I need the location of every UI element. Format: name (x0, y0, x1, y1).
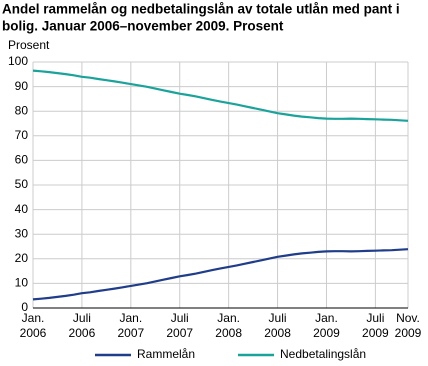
y-tick-label: 90 (15, 79, 29, 93)
x-tick-label: Jan. 2009 (313, 311, 340, 340)
x-tick-label: Juli 2006 (69, 311, 96, 340)
x-tick-label: Jan. 2006 (20, 311, 47, 340)
series-line (32, 248, 409, 301)
y-tick-label: 60 (15, 153, 29, 167)
y-tick-label: 0 (21, 300, 28, 314)
y-tick-label: 80 (15, 103, 29, 117)
y-tick-label: 50 (15, 177, 29, 191)
x-tick-label: Jan. 2008 (215, 311, 242, 340)
x-tick-label: Juli 2008 (264, 311, 291, 340)
y-tick-label: 20 (15, 251, 29, 265)
x-tick-label: Nov. 2009 (395, 311, 422, 340)
x-tick-label: Juli 2009 (362, 311, 389, 340)
y-tick-label: 70 (15, 128, 29, 142)
y-tick-label: 10 (15, 276, 29, 290)
y-tick-label: 40 (15, 202, 29, 216)
y-tick-label: 100 (8, 54, 28, 68)
chart-title: bolig. Januar 2006–november 2009. Prosen… (2, 19, 284, 34)
x-tick-label: Jan. 2007 (117, 311, 144, 340)
legend-label: Rammelån (137, 347, 195, 361)
series-line (32, 69, 409, 122)
legend-label: Nedbetalingslån (280, 347, 366, 361)
y-tick-label: 30 (15, 226, 29, 240)
x-tick-label: Juli 2007 (166, 311, 193, 340)
y-axis-label: Prosent (8, 38, 50, 52)
chart-title: Andel rammelån og nedbetalingslån av tot… (2, 2, 400, 17)
